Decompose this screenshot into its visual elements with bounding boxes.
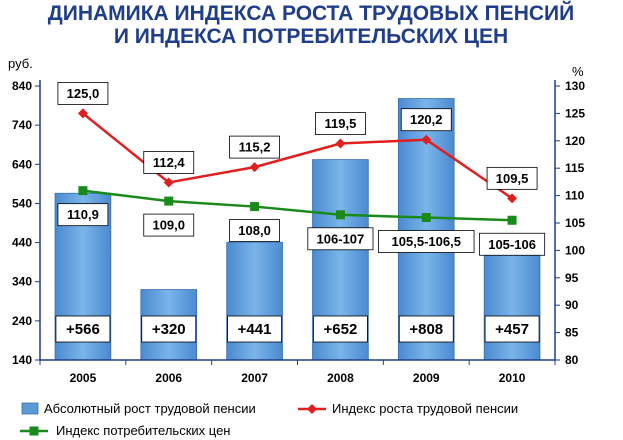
series-point xyxy=(163,177,174,188)
pension-index-label-box xyxy=(143,151,195,174)
right-tick-label: 115 xyxy=(565,161,585,175)
right-tick-label: 125 xyxy=(565,106,585,120)
right-tick-label: 90 xyxy=(565,298,579,312)
left-tick-label: 140 xyxy=(12,353,32,367)
series-point xyxy=(78,186,88,196)
x-tick-label: 2008 xyxy=(327,371,354,385)
cpi-label: 109,0 xyxy=(152,218,185,233)
bar-value-label: +808 xyxy=(409,321,443,338)
cpi-label: 110,9 xyxy=(67,207,99,222)
series-point xyxy=(421,213,431,223)
pension-index-label: 115,2 xyxy=(239,140,271,155)
bar-value-label-box xyxy=(55,315,111,343)
bar-value-label: +457 xyxy=(495,321,529,338)
series-point xyxy=(250,202,260,212)
legend-label-bars: Абсолютный рост трудовой пенсии xyxy=(44,401,256,416)
series-point xyxy=(507,215,517,225)
series-point xyxy=(249,162,260,173)
legend-label-cpi: Индекс потребительских цен xyxy=(56,423,230,438)
x-tick-label: 2010 xyxy=(499,371,526,385)
series-point xyxy=(507,193,518,204)
left-tick-label: 540 xyxy=(12,196,32,210)
bar-value-label-box xyxy=(398,315,454,343)
series-point xyxy=(335,210,345,220)
x-tick-label: 2009 xyxy=(413,371,440,385)
bar-value-label: +566 xyxy=(66,321,100,338)
bar-value-label-box xyxy=(313,315,368,343)
chart-title-line1: ДИНАМИКА ИНДЕКСА РОСТА ТРУДОВЫХ ПЕНСИЙ xyxy=(48,1,574,25)
bar-value-label: +652 xyxy=(324,321,358,338)
cpi-label-box xyxy=(57,203,109,227)
cpi-label: 105-106 xyxy=(488,237,536,252)
pension-index-label: 109,5 xyxy=(496,171,529,186)
right-tick-label: 95 xyxy=(565,271,579,285)
cpi-label: 108,0 xyxy=(238,223,271,238)
cpi-label-box xyxy=(479,232,546,256)
series-point xyxy=(77,108,88,119)
left-tick-label: 640 xyxy=(12,157,32,171)
left-tick-label: 840 xyxy=(12,79,32,93)
pension-index-label-box xyxy=(229,135,280,159)
bar-value-label-box xyxy=(484,315,540,343)
cpi-label-box xyxy=(378,230,475,253)
cpi-label: 105,5-106,5 xyxy=(392,234,461,249)
right-tick-label: 105 xyxy=(565,216,585,230)
right-axis-unit: % xyxy=(572,64,584,79)
right-tick-label: 130 xyxy=(565,79,585,93)
pension-index-label: 112,4 xyxy=(153,155,186,170)
legend-label-pension-index: Индекс роста трудовой пенсии xyxy=(332,401,518,416)
pension-index-label: 119,5 xyxy=(325,116,357,131)
right-tick-label: 100 xyxy=(565,243,585,257)
cpi-label: 106-107 xyxy=(317,231,365,246)
bar-value-label: +441 xyxy=(238,321,272,338)
right-tick-label: 120 xyxy=(565,134,585,148)
bar-value-label: +320 xyxy=(152,321,186,338)
left-tick-label: 340 xyxy=(12,275,32,289)
cpi-label-box xyxy=(307,227,374,251)
left-tick-label: 440 xyxy=(12,236,32,250)
chart-title-line2: И ИНДЕКСА ПОТРЕБИТЕЛЬСКИХ ЦЕН xyxy=(114,25,508,48)
pension-index-label-box xyxy=(57,82,109,105)
right-tick-label: 80 xyxy=(565,353,579,367)
right-tick-label: 110 xyxy=(565,189,585,203)
x-tick-label: 2007 xyxy=(241,371,268,385)
x-tick-label: 2005 xyxy=(70,371,97,385)
legend-marker-cpi xyxy=(29,426,39,436)
series-point xyxy=(164,196,174,206)
pension-index-label: 120,2 xyxy=(410,112,443,127)
x-tick-label: 2006 xyxy=(155,371,182,385)
cpi-label-box xyxy=(143,213,195,237)
cpi-label-box xyxy=(229,219,280,242)
pension-index-label: 125,0 xyxy=(67,86,100,101)
left-tick-label: 740 xyxy=(12,118,32,132)
pension-index-label-box xyxy=(486,166,538,190)
left-tick-label: 240 xyxy=(12,314,32,328)
bar-value-label-box xyxy=(227,315,282,343)
series-line xyxy=(82,189,513,222)
pension-index-label-box xyxy=(400,108,452,132)
series-point xyxy=(421,134,432,145)
pension-index-label-box xyxy=(315,112,366,135)
left-axis-unit: руб. xyxy=(8,56,33,71)
bar-value-label-box xyxy=(141,315,197,343)
right-tick-label: 85 xyxy=(565,326,579,340)
series-point xyxy=(335,138,346,149)
legend-marker-pension-index xyxy=(307,404,317,414)
legend-swatch-bars xyxy=(21,402,39,415)
